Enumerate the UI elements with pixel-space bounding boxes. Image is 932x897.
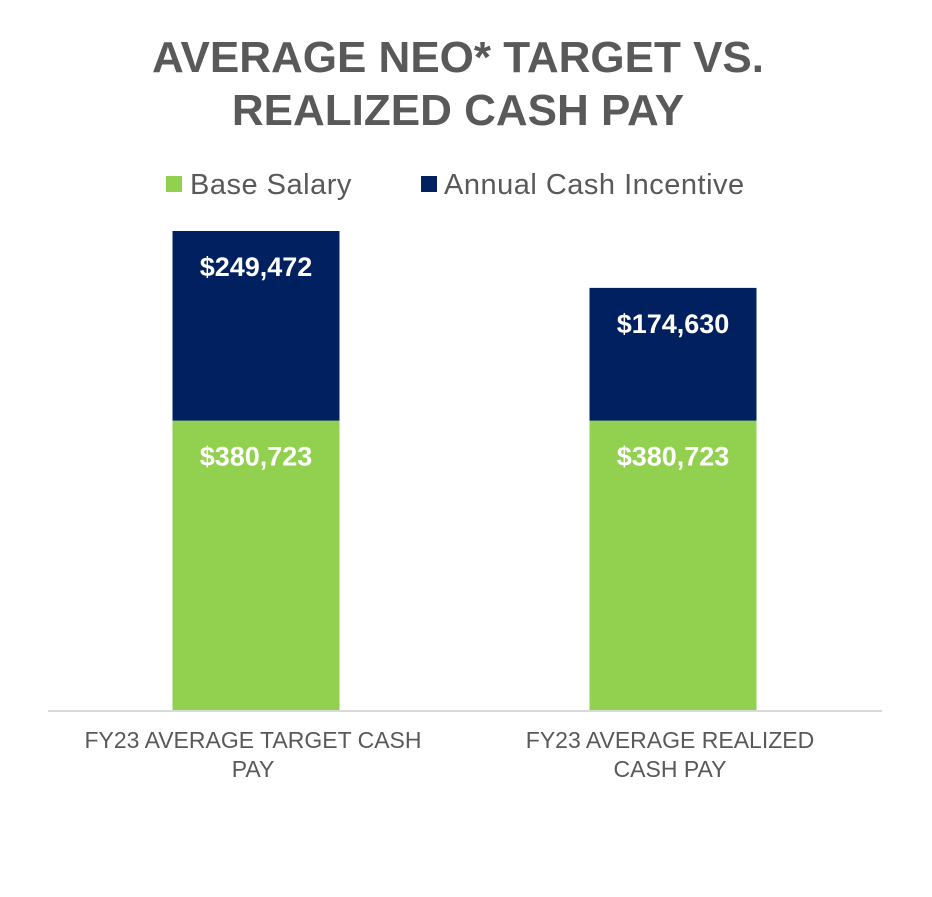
bar-segment-annual-cash-incentive-2 [589, 287, 757, 421]
legend-label-base-salary: Base Salary [190, 169, 352, 201]
chart-title-line-2: REALIZED CASH PAY [232, 86, 684, 135]
bar-segment-base-salary-1 [172, 420, 340, 710]
chart-title: AVERAGE NEO* TARGET VS. REALIZED CASH PA… [152, 33, 764, 135]
data-label-annual-cash-incentive-2: $174,630 [617, 309, 730, 339]
category-label-2-line-1: FY23 AVERAGE REALIZED [526, 727, 814, 753]
category-label-1-line-2: PAY [232, 756, 275, 782]
category-labels: FY23 AVERAGE TARGET CASH PAY FY23 AVERAGE … [84, 727, 814, 782]
bar-segment-base-salary-2 [589, 420, 757, 710]
category-label-1-line-1: FY23 AVERAGE TARGET CASH [84, 727, 421, 753]
data-label-base-salary-2: $380,723 [617, 442, 730, 472]
data-labels: $380,723 $249,472 $380,723 $174,630 [200, 252, 730, 472]
legend-swatch-annual-cash-incentive [421, 176, 437, 192]
category-label-2-line-2: CASH PAY [614, 756, 727, 782]
chart-title-line-1: AVERAGE NEO* TARGET VS. [152, 33, 764, 82]
bar-segment-annual-cash-incentive-1 [172, 231, 340, 421]
bars [172, 231, 757, 710]
legend-label-annual-cash-incentive: Annual Cash Incentive [444, 169, 745, 201]
legend-swatch-base-salary [166, 176, 182, 192]
legend: Base Salary Annual Cash Incentive [166, 169, 745, 201]
data-label-annual-cash-incentive-1: $249,472 [200, 252, 313, 282]
data-label-base-salary-1: $380,723 [200, 442, 313, 472]
